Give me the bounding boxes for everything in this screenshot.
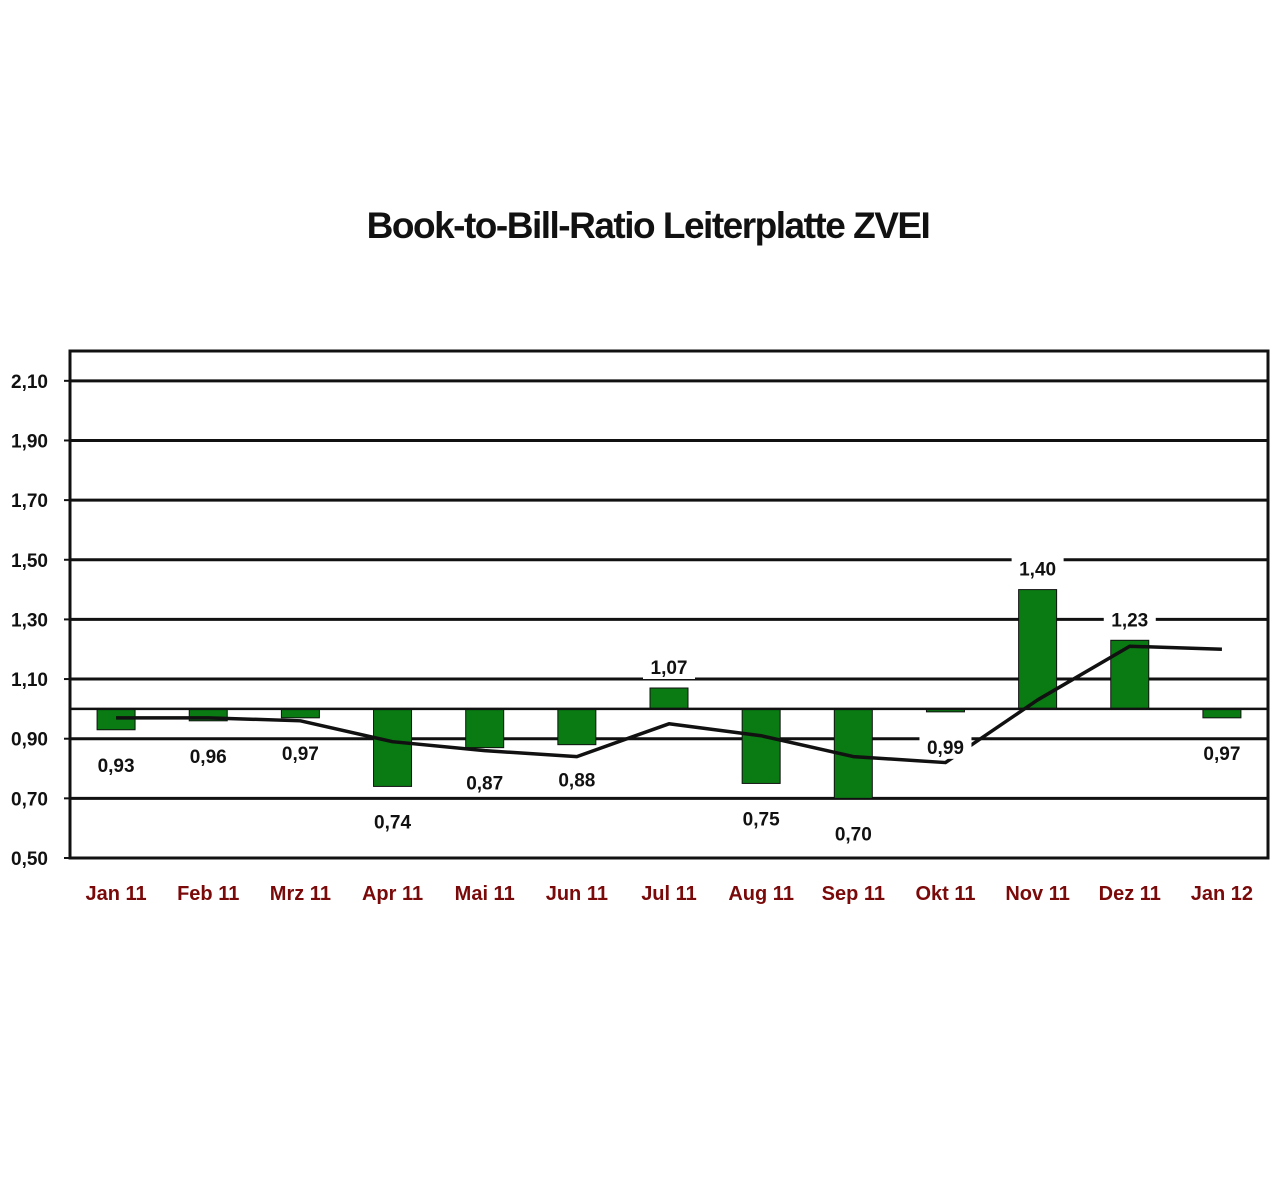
x-tick-label: Jan 11 [85,883,146,905]
y-tick-label: 1,90 [11,431,48,452]
data-label-bg [1011,556,1064,581]
y-tick-label: 0,70 [11,789,48,810]
x-tick-label: Mrz 11 [270,883,331,905]
data-label-bg [458,770,511,795]
x-tick-label: Mai 11 [455,883,515,905]
y-tick-label: 2,10 [11,372,48,393]
data-label-bg [274,740,327,765]
data-label-bg [919,734,972,759]
y-tick-label: 1,50 [11,551,48,572]
data-label-bg [90,752,143,777]
x-tick-label: Jun 11 [546,883,608,905]
data-label: 0,75 [743,809,780,830]
data-label: 0,97 [282,744,319,765]
y-tick-label: 1,30 [11,610,48,631]
gridlines [70,379,1268,800]
bar [557,708,597,746]
bars [96,589,1242,799]
x-tick-label: Okt 11 [915,883,975,905]
y-axis: 0,50 0,70 0,90 1,10 1,30 1,50 1,70 1,90 2,10 [11,372,70,870]
x-axis: Jan 11 Feb 11 Mrz 11 Apr 11 Mai 11 Jun 11 Jul … [85,883,1253,905]
bar [280,708,320,719]
data-label-bg [550,767,603,792]
data-label-bg [735,806,788,831]
x-tick-label: Jan 12 [1191,883,1253,905]
data-label-bg [366,809,419,834]
data-label-bg [182,743,235,768]
data-label: 0,99 [927,738,964,759]
data-label: 0,96 [190,747,227,768]
bar [1202,708,1242,719]
data-label-bg [1103,607,1156,632]
y-tick-label: 0,90 [11,730,48,751]
data-label: 0,97 [1203,744,1240,765]
x-tick-label: Feb 11 [177,883,239,905]
x-tick-label: Aug 11 [728,883,794,905]
x-tick-label: Sep 11 [822,883,885,905]
bar [465,708,505,749]
data-label: 0,70 [835,824,872,845]
x-tick-label: Jul 11 [641,883,697,905]
trend-line-group [116,644,1222,765]
data-labels: 0,93 0,96 0,97 0,74 0,87 0,88 1,07 0,75 0,70 0,99… [90,556,1248,846]
data-label: 0,88 [558,771,595,792]
bar [373,708,413,787]
data-label: 0,74 [374,812,411,833]
data-label: 0,93 [98,756,135,777]
plot-area [68,349,1270,860]
trend-line [116,644,1222,765]
y-tick-label: 1,70 [11,491,48,512]
bar [1018,589,1058,710]
data-label-bg [827,821,880,846]
y-tick-label: 1,10 [11,670,48,691]
data-label: 1,07 [651,658,688,679]
data-label: 1,23 [1111,610,1148,631]
data-label-bg [1195,740,1248,765]
bar [1110,639,1150,710]
x-tick-label: Apr 11 [362,883,423,905]
bar [649,687,689,710]
y-tick-label: 0,50 [11,849,48,870]
chart-title: Book-to-Bill-Ratio Leiterplatte ZVEI [366,205,931,246]
x-tick-label: Dez 11 [1099,883,1161,905]
data-label: 0,87 [466,774,503,795]
data-label: 1,40 [1019,560,1056,581]
data-label-bg [643,655,695,680]
x-tick-label: Nov 11 [1005,883,1069,905]
bar [741,708,781,784]
